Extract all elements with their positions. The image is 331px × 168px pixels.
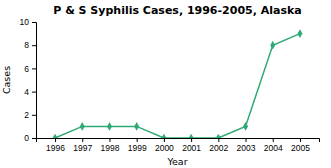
tick: 10 [20, 17, 36, 27]
tick-label: 1999 [128, 143, 147, 153]
marker [134, 122, 139, 131]
tick-label: 1997 [73, 143, 92, 153]
tick-label: 2 [24, 110, 29, 120]
y-axis-title: Cases [1, 66, 12, 94]
series [53, 29, 303, 138]
tick: 1996 [46, 138, 65, 153]
chart: 1996 1997 1998 1999 2000 2001 2002 2003 2004 2005… [0, 0, 331, 168]
marker [297, 29, 302, 38]
tick-mark [32, 68, 36, 69]
tick-mark [164, 138, 165, 142]
tick: 8 [24, 40, 36, 50]
tick: 2000 [155, 138, 174, 153]
tick: 2004 [264, 138, 283, 153]
marker [189, 134, 194, 138]
marker [161, 134, 166, 138]
tick-label: 2001 [182, 143, 201, 153]
tick-mark [191, 138, 192, 142]
marker [216, 134, 221, 138]
marker [80, 122, 85, 131]
tick-mark [32, 138, 36, 139]
marker [53, 134, 58, 138]
y-axis: 0 2 4 6 8 10 [20, 17, 37, 143]
tick: 2001 [182, 138, 201, 153]
tick: 6 [24, 64, 36, 74]
tick: 2002 [209, 138, 228, 153]
tick: 1998 [101, 138, 120, 153]
tick-mark [55, 138, 56, 142]
line [55, 34, 300, 138]
tick-label: 0 [24, 133, 29, 143]
tick: 1997 [73, 138, 92, 153]
marker [107, 122, 112, 131]
tick-mark [32, 92, 36, 93]
title: P & S Syphilis Cases, 1996-2005, Alaska [53, 4, 301, 17]
marker [243, 122, 248, 131]
tick-mark [32, 22, 36, 23]
x-axis: 1996 1997 1998 1999 2000 2001 2002 2003 2004 2005 [37, 138, 320, 153]
tick-mark [32, 45, 36, 46]
tick-mark [300, 138, 301, 142]
tick-label: 1996 [46, 143, 65, 153]
tick: 2003 [237, 138, 256, 153]
tick-label: 8 [24, 40, 29, 50]
tick-mark [32, 115, 36, 116]
tick: 2 [24, 110, 36, 120]
tick-mark [109, 138, 110, 142]
tick-mark [246, 138, 247, 142]
marker [270, 41, 275, 50]
tick-label: 2004 [264, 143, 283, 153]
tick-label: 2005 [291, 143, 310, 153]
tick-label: 1998 [101, 143, 120, 153]
axis-line [37, 139, 320, 143]
axis-line [32, 23, 37, 139]
tick: 0 [24, 133, 36, 143]
x-axis-title: Year [166, 156, 187, 167]
tick: 4 [24, 87, 36, 97]
tick-label: 10 [20, 17, 30, 27]
tick-mark [218, 138, 219, 142]
tick-mark [82, 138, 83, 142]
tick-label: 2000 [155, 143, 174, 153]
tick-label: 4 [24, 87, 29, 97]
tick-mark [273, 138, 274, 142]
tick-label: 2003 [237, 143, 256, 153]
tick-label: 6 [24, 64, 29, 74]
tick-mark [137, 138, 138, 142]
plot-area: 1996 1997 1998 1999 2000 2001 2002 2003 2004 2005… [20, 17, 320, 153]
tick: 1999 [128, 138, 147, 153]
tick-label: 2002 [209, 143, 228, 153]
tick: 2005 [291, 138, 310, 153]
